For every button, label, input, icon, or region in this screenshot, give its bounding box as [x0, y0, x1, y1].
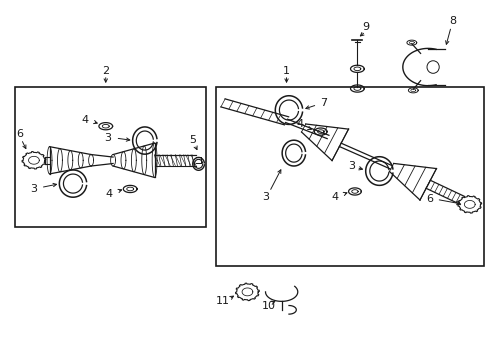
Text: 6: 6	[426, 194, 433, 204]
Text: 9: 9	[363, 22, 370, 32]
Text: 4: 4	[82, 115, 89, 125]
Text: 4: 4	[332, 192, 339, 202]
Text: 3: 3	[348, 161, 355, 171]
Bar	[15, 87, 206, 226]
Text: 3: 3	[30, 184, 37, 194]
Bar	[216, 87, 485, 266]
Text: 11: 11	[216, 296, 230, 306]
Text: 8: 8	[449, 17, 456, 27]
Text: 2: 2	[102, 66, 109, 76]
Text: 7: 7	[320, 98, 328, 108]
Text: 4: 4	[296, 120, 304, 129]
Text: 10: 10	[262, 301, 275, 311]
Text: 1: 1	[283, 66, 290, 76]
Text: 6: 6	[16, 129, 23, 139]
Text: 4: 4	[106, 189, 113, 199]
Text: 3: 3	[104, 133, 111, 143]
Text: 5: 5	[189, 135, 196, 145]
Text: 3: 3	[263, 192, 270, 202]
